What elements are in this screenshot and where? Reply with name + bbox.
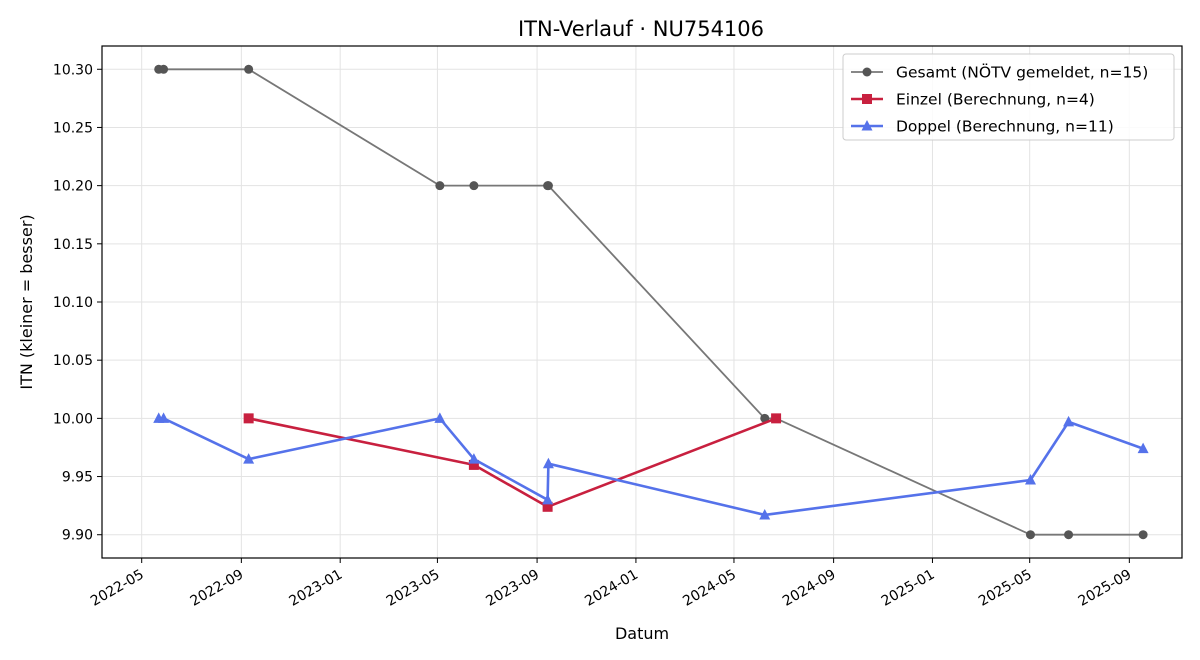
data-point	[1024, 474, 1036, 485]
legend-label: Gesamt (NÖTV gemeldet, n=15)	[896, 63, 1148, 82]
x-tick-label: 2025-01	[879, 567, 938, 610]
data-point	[244, 64, 254, 74]
y-tick-label: 10.30	[53, 62, 93, 78]
data-point	[434, 412, 446, 423]
y-axis: 10.30 10.25 10.20 10.15 10.10 10.05 10.00 9.95 9…	[53, 62, 102, 544]
data-point	[1138, 530, 1148, 540]
y-tick-label: 10.10	[53, 295, 93, 311]
y-tick-label: 9.90	[62, 528, 93, 544]
data-point	[435, 181, 445, 191]
x-tick-label: 2024-01	[582, 567, 641, 610]
x-axis: 2022-05 2022-09 2023-01 2023-05 2023-09 2024-…	[88, 558, 1134, 610]
y-tick-label: 10.05	[53, 353, 93, 369]
legend-marker	[862, 94, 872, 104]
data-point	[243, 413, 254, 424]
y-tick-label: 9.95	[62, 470, 93, 486]
series-1	[154, 64, 1148, 540]
series-2	[243, 413, 782, 512]
data-point	[542, 501, 553, 512]
data-point	[243, 453, 255, 464]
data-point	[1025, 530, 1035, 540]
data-point	[542, 493, 554, 505]
x-tick-label: 2024-05	[680, 567, 739, 610]
data-point	[468, 453, 480, 464]
x-tick-label: 2022-09	[188, 567, 247, 610]
data-point	[1137, 442, 1149, 454]
x-tick-label: 2025-09	[1076, 567, 1135, 610]
data-point	[542, 457, 554, 469]
x-axis-title: Datum	[615, 624, 669, 643]
x-tick-label: 2022-05	[88, 567, 147, 610]
y-tick-label: 10.20	[53, 179, 93, 195]
data-point	[759, 508, 771, 520]
data-point	[468, 459, 479, 470]
y-axis-title: ITN (kleiner = besser)	[17, 214, 36, 389]
data-point	[469, 181, 479, 191]
y-tick-label: 10.25	[53, 120, 93, 136]
legend-marker	[862, 67, 872, 77]
legend-label: Doppel (Berechnung, n=11)	[896, 118, 1114, 136]
data-point	[1063, 415, 1075, 427]
x-tick-label: 2023-09	[483, 567, 542, 610]
data-point	[159, 64, 169, 74]
legend-box	[842, 53, 1175, 141]
x-tick-label: 2023-01	[287, 567, 346, 610]
x-tick-label: 2023-05	[384, 567, 443, 610]
legend-marker	[861, 120, 873, 131]
y-tick-label: 10.15	[53, 237, 93, 253]
y-tick-label: 10.00	[53, 411, 93, 427]
data-point	[543, 181, 553, 191]
legend-label: Einzel (Berechnung, n=4)	[896, 91, 1095, 109]
data-point	[771, 413, 782, 424]
series-line	[248, 417, 777, 509]
x-tick-label: 2025-05	[976, 567, 1035, 610]
series-3	[153, 412, 1149, 520]
plot-series	[153, 64, 1149, 540]
x-tick-label: 2024-09	[780, 567, 839, 610]
legend: Gesamt (NÖTV gemeldet, n=15) Einzel (Bere…	[842, 53, 1175, 141]
data-point	[158, 412, 170, 423]
chart-title: ITN-Verlauf · NU754106	[518, 17, 764, 41]
data-point	[1064, 530, 1074, 540]
